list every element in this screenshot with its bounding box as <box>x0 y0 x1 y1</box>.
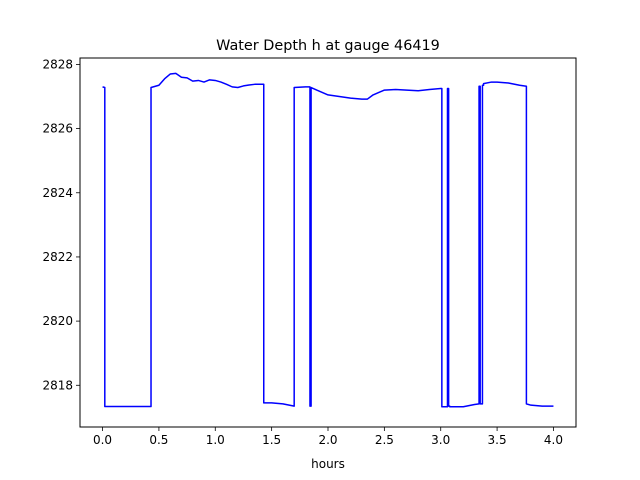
x-axis: 0.0 0.5 1.0 1.5 2.0 2.5 3.0 3.5 4.0 <box>93 427 563 447</box>
x-tick-label: 1.5 <box>262 433 281 447</box>
x-tick-label: 1.0 <box>206 433 225 447</box>
x-tick-label: 2.0 <box>318 433 337 447</box>
x-tick-label: 2.5 <box>375 433 394 447</box>
y-tick-label: 2828 <box>42 57 73 71</box>
chart-title: Water Depth h at gauge 46419 <box>216 38 440 54</box>
series-line-water-depth <box>102 72 554 408</box>
x-tick-label: 3.0 <box>431 433 450 447</box>
x-tick-label: 3.5 <box>488 433 507 447</box>
y-tick-label: 2818 <box>42 378 73 392</box>
y-tick-label: 2820 <box>42 314 73 328</box>
y-tick-label: 2826 <box>42 122 73 136</box>
plot-area <box>102 72 554 408</box>
x-axis-label: hours <box>311 457 345 471</box>
x-tick-label: 0.0 <box>93 433 112 447</box>
x-tick-label: 0.5 <box>149 433 168 447</box>
y-tick-label: 2824 <box>42 186 73 200</box>
y-axis: 2818 2820 2822 2824 2826 2828 <box>42 57 80 392</box>
x-tick-label: 4.0 <box>544 433 563 447</box>
y-tick-label: 2822 <box>42 250 73 264</box>
